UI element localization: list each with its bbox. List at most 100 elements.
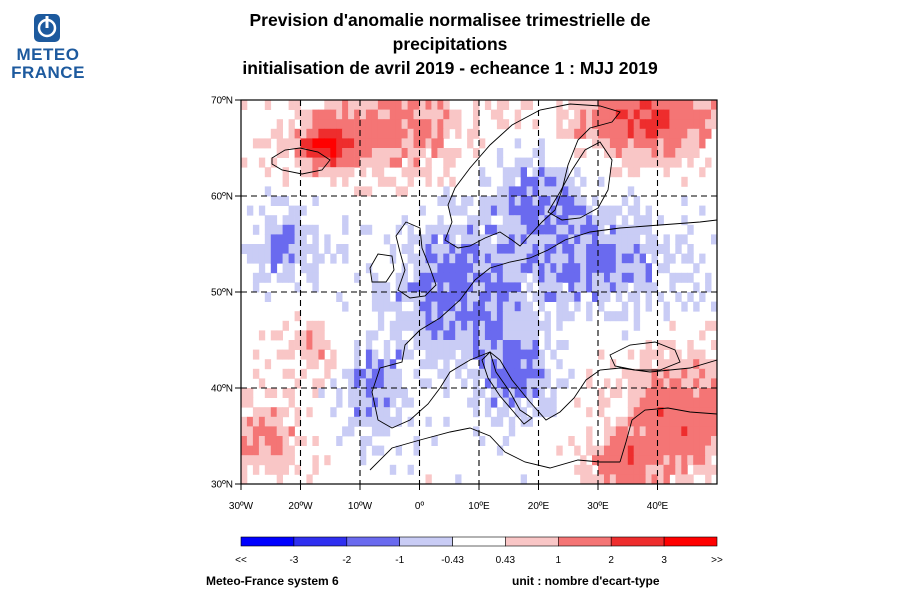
anomaly-cell <box>377 368 385 379</box>
anomaly-cell <box>443 196 450 206</box>
anomaly-cell <box>377 388 385 398</box>
anomaly-cell <box>282 272 289 283</box>
anomaly-cell <box>282 176 289 187</box>
anomaly-cell <box>455 205 462 216</box>
anomaly-cell <box>502 282 510 293</box>
anomaly-cell <box>687 426 694 437</box>
anomaly-cell <box>467 234 474 245</box>
anomaly-cell <box>675 368 682 379</box>
anomaly-cell <box>490 263 498 274</box>
anomaly-cell <box>705 407 712 418</box>
anomaly-cell <box>645 416 652 427</box>
anomaly-cell <box>288 455 295 466</box>
anomaly-cell <box>645 292 652 302</box>
anomaly-cell <box>473 148 480 158</box>
anomaly-cell <box>276 128 283 139</box>
anomaly-cell <box>657 455 664 466</box>
anomaly-cell <box>514 167 522 178</box>
anomaly-cell <box>639 119 646 130</box>
anomaly-cell <box>693 378 700 389</box>
anomaly-cell <box>473 119 480 130</box>
anomaly-cell <box>294 234 301 245</box>
anomaly-cell <box>306 272 313 283</box>
anomaly-cell <box>568 215 575 226</box>
anomaly-cell <box>401 186 408 197</box>
anomaly-cell <box>395 119 402 130</box>
anomaly-cell <box>479 196 486 206</box>
anomaly-cell <box>425 234 432 245</box>
anomaly-cell <box>294 378 301 389</box>
anomaly-cell <box>705 100 712 110</box>
anomaly-cell <box>538 167 545 178</box>
anomaly-cell <box>490 340 498 350</box>
anomaly-cell <box>508 388 516 398</box>
anomaly-cell <box>437 320 444 331</box>
anomaly-cell <box>645 378 652 389</box>
anomaly-cell <box>449 148 456 158</box>
anomaly-cell <box>425 119 432 130</box>
anomaly-cell <box>324 148 331 158</box>
anomaly-cell <box>586 224 593 235</box>
anomaly-cell <box>699 464 706 475</box>
anomaly-cell <box>520 301 527 312</box>
anomaly-cell <box>502 407 510 418</box>
anomaly-cell <box>592 445 599 456</box>
anomaly-cell <box>568 176 575 187</box>
anomaly-cell <box>401 272 408 283</box>
anomaly-cell <box>306 349 313 360</box>
anomaly-cell <box>687 378 694 389</box>
anomaly-cell <box>348 368 355 379</box>
anomaly-cell <box>407 148 414 158</box>
anomaly-cell <box>699 109 706 120</box>
lon-label: 30ºE <box>587 501 609 512</box>
anomaly-cell <box>574 119 581 130</box>
anomaly-cell <box>604 272 611 283</box>
anomaly-cell <box>693 455 700 466</box>
anomaly-cell <box>550 215 557 226</box>
anomaly-cell <box>389 368 397 379</box>
longitude-labels: 30ºW 20ºW 10ºW 0º 10ºE 20ºE 30ºE 40ºE <box>229 501 669 512</box>
anomaly-cell <box>407 234 414 245</box>
lat-label: 60ºN <box>211 192 233 203</box>
anomaly-cell <box>615 416 623 427</box>
anomaly-cell <box>246 205 254 216</box>
colorbar-segment <box>293 536 348 547</box>
anomaly-cell <box>609 253 617 264</box>
anomaly-cell <box>389 100 397 110</box>
anomaly-cell <box>574 282 581 293</box>
anomaly-cell <box>669 138 676 149</box>
anomaly-cell <box>383 426 391 437</box>
anomaly-cell <box>252 253 260 264</box>
anomaly-cell <box>294 330 301 341</box>
anomaly-cell <box>395 416 402 427</box>
lon-label: 20ºW <box>288 501 313 512</box>
anomaly-cell <box>461 224 468 235</box>
anomaly-cell <box>276 330 283 341</box>
anomaly-cell <box>615 455 623 466</box>
anomaly-cell <box>312 128 319 139</box>
anomaly-cell <box>425 349 432 360</box>
anomaly-cell <box>461 301 468 312</box>
anomaly-cell <box>473 253 480 264</box>
anomaly-cell <box>562 301 569 312</box>
anomaly-cell <box>609 234 617 245</box>
anomaly-cell <box>306 109 313 120</box>
anomaly-cell <box>663 157 670 168</box>
anomaly-cell <box>615 148 623 158</box>
anomaly-cell <box>449 157 456 168</box>
anomaly-cell <box>306 474 313 484</box>
anomaly-cell <box>681 368 688 379</box>
anomaly-cell <box>639 157 646 168</box>
anomaly-cell <box>502 368 510 379</box>
anomaly-cell <box>288 128 295 139</box>
anomaly-cell <box>669 349 676 360</box>
anomaly-cell <box>621 464 629 475</box>
anomaly-cell <box>645 263 652 274</box>
anomaly-cell <box>461 282 468 293</box>
anomaly-cell <box>484 407 492 418</box>
anomaly-cell <box>360 416 367 427</box>
anomaly-cell <box>300 148 307 158</box>
anomaly-cell <box>639 397 646 408</box>
anomaly-cell <box>270 445 278 456</box>
anomaly-cell <box>342 253 349 264</box>
